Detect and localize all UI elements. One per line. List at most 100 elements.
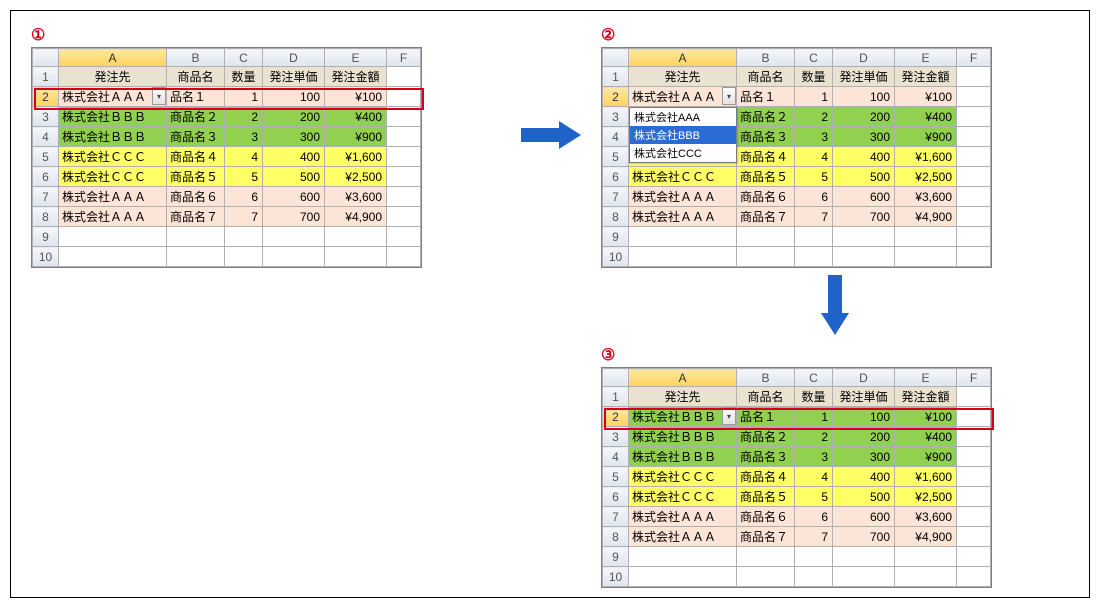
row-header-9[interactable]: 9 [603,227,629,247]
cell-empty[interactable] [895,567,957,587]
cell-product[interactable]: 商品名２ [167,107,225,127]
cell-empty[interactable] [895,227,957,247]
cell-empty[interactable] [957,87,991,107]
cell-supplier[interactable]: 株式会社ＡＡＡ [59,207,167,227]
cell-amount[interactable]: ¥100 [325,87,387,107]
cell-empty[interactable] [737,247,795,267]
cell-qty[interactable]: 6 [795,507,833,527]
cell-product[interactable]: 商品名３ [167,127,225,147]
cell-price[interactable]: 700 [833,527,895,547]
header-cell[interactable]: 発注先 [629,67,737,87]
cell-amount[interactable]: ¥4,900 [895,527,957,547]
cell-supplier[interactable]: 株式会社ＡＡＡ▾ [59,87,167,107]
row-header-4[interactable]: 4 [603,447,629,467]
row-header-4[interactable]: 4 [33,127,59,147]
cell-price[interactable]: 600 [833,187,895,207]
col-header-F[interactable]: F [957,369,991,387]
cell-empty[interactable] [957,107,991,127]
header-cell[interactable]: 発注金額 [895,67,957,87]
cell-price[interactable]: 700 [263,207,325,227]
cell-empty[interactable] [737,227,795,247]
cell-empty[interactable] [387,167,421,187]
cell-amount[interactable]: ¥2,500 [325,167,387,187]
cell-empty[interactable] [957,187,991,207]
cell-amount[interactable]: ¥1,600 [895,467,957,487]
cell-price[interactable]: 300 [833,127,895,147]
cell-price[interactable]: 100 [263,87,325,107]
cell-qty[interactable]: 6 [795,187,833,207]
cell-amount[interactable]: ¥2,500 [895,487,957,507]
cell-price[interactable]: 400 [263,147,325,167]
col-header-F[interactable]: F [387,49,421,67]
row-header-10[interactable]: 10 [33,247,59,267]
cell-price[interactable]: 400 [833,147,895,167]
cell-empty[interactable] [957,127,991,147]
col-header-E[interactable]: E [895,369,957,387]
cell-qty[interactable]: 4 [795,147,833,167]
col-header-C[interactable]: C [795,369,833,387]
row-header-4[interactable]: 4 [603,127,629,147]
cell-qty[interactable]: 5 [225,167,263,187]
cell-empty[interactable] [957,207,991,227]
header-cell[interactable]: 数量 [795,387,833,407]
cell-empty[interactable] [957,547,991,567]
header-cell[interactable]: 発注先 [59,67,167,87]
cell-empty[interactable] [957,527,991,547]
header-cell[interactable]: 数量 [795,67,833,87]
cell-amount[interactable]: ¥900 [895,127,957,147]
col-header-C[interactable]: C [795,49,833,67]
cell-qty[interactable]: 5 [795,167,833,187]
cell-product[interactable]: 商品名７ [737,207,795,227]
cell-price[interactable]: 300 [263,127,325,147]
cell-empty[interactable] [387,247,421,267]
row-header-10[interactable]: 10 [603,567,629,587]
cell-supplier[interactable]: 株式会社ＣＣＣ [629,467,737,487]
cell-empty[interactable] [795,247,833,267]
cell-qty[interactable]: 1 [795,87,833,107]
cell-empty[interactable] [957,227,991,247]
cell-supplier[interactable]: 株式会社ＢＢＢ [629,447,737,467]
cell-amount[interactable]: ¥400 [325,107,387,127]
cell-empty[interactable] [957,387,991,407]
row-header-8[interactable]: 8 [33,207,59,227]
header-cell[interactable]: 商品名 [737,67,795,87]
dropdown-list[interactable]: 株式会社AAA株式会社BBB株式会社CCC [629,107,737,163]
cell-amount[interactable]: ¥100 [895,407,957,427]
cell-qty[interactable]: 1 [795,407,833,427]
col-header-D[interactable]: D [263,49,325,67]
cell-qty[interactable]: 3 [795,447,833,467]
cell-empty[interactable] [387,87,421,107]
cell-qty[interactable]: 6 [225,187,263,207]
cell-price[interactable]: 100 [833,87,895,107]
cell-amount[interactable]: ¥900 [325,127,387,147]
cell-price[interactable]: 400 [833,467,895,487]
cell-empty[interactable] [957,147,991,167]
cell-empty[interactable] [957,447,991,467]
header-cell[interactable]: 発注単価 [833,67,895,87]
cell-supplier[interactable]: 株式会社ＣＣＣ [629,487,737,507]
header-cell[interactable]: 発注金額 [325,67,387,87]
cell-empty[interactable] [167,247,225,267]
dropdown-option[interactable]: 株式会社CCC [630,144,736,162]
dropdown-option[interactable]: 株式会社BBB [630,126,736,144]
cell-product[interactable]: 商品名７ [167,207,225,227]
cell-product[interactable]: 商品名３ [737,447,795,467]
cell-supplier[interactable]: 株式会社ＡＡＡ [59,187,167,207]
header-cell[interactable]: 数量 [225,67,263,87]
cell-product[interactable]: 品名１ [737,87,795,107]
row-header-2[interactable]: 2 [603,407,629,427]
row-header-5[interactable]: 5 [603,467,629,487]
cell-product[interactable]: 品名１ [737,407,795,427]
cell-amount[interactable]: ¥1,600 [895,147,957,167]
row-header-5[interactable]: 5 [33,147,59,167]
cell-empty[interactable] [833,227,895,247]
col-header-D[interactable]: D [833,49,895,67]
cell-product[interactable]: 商品名６ [737,187,795,207]
cell-amount[interactable]: ¥2,500 [895,167,957,187]
cell-qty[interactable]: 2 [225,107,263,127]
header-cell[interactable]: 発注単価 [833,387,895,407]
cell-product[interactable]: 商品名５ [167,167,225,187]
cell-amount[interactable]: ¥4,900 [895,207,957,227]
cell-price[interactable]: 200 [833,427,895,447]
cell-amount[interactable]: ¥100 [895,87,957,107]
